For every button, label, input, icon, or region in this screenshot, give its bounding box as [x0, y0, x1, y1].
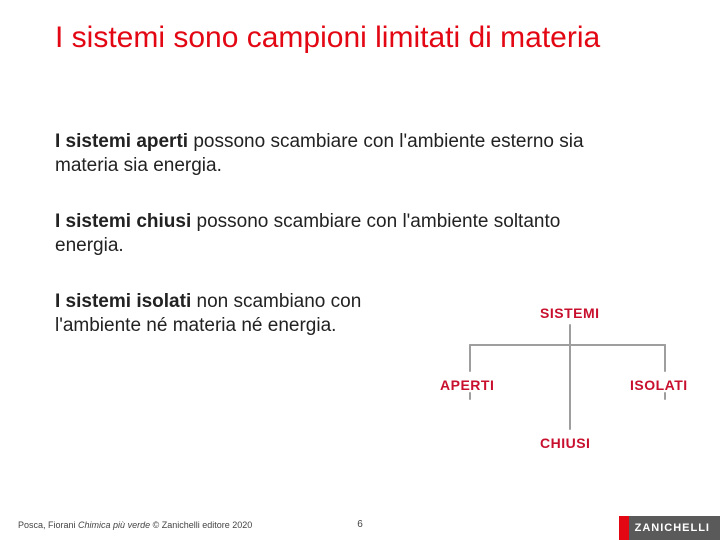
publisher-logo: ZANICHELLI	[619, 516, 720, 540]
footer-rest: © Zanichelli editore 2020	[153, 520, 253, 530]
diagram-left-label: APERTI	[440, 377, 494, 393]
footer-book-title: Chimica più verde	[78, 520, 150, 530]
paragraph-bold: I sistemi isolati	[55, 291, 191, 312]
paragraph-chiusi: I sistemi chiusi possono scambiare con l…	[55, 210, 615, 258]
footer-authors: Posca, Fiorani	[18, 520, 76, 530]
slide: I sistemi sono campioni limitati di mate…	[0, 0, 720, 540]
footer-citation: Posca, Fiorani Chimica più verde © Zanic…	[18, 520, 252, 530]
paragraph-aperti: I sistemi aperti possono scambiare con l…	[55, 130, 615, 178]
diagram-right-label: ISOLATI	[630, 377, 688, 393]
paragraph-isolati: I sistemi isolati non scambiano con l'am…	[55, 290, 395, 338]
systems-diagram: SISTEMI APERTI ISOLATI CHIUSI	[440, 305, 700, 455]
logo-text: ZANICHELLI	[629, 516, 720, 540]
slide-title: I sistemi sono campioni limitati di mate…	[55, 22, 665, 54]
page-number: 6	[357, 519, 363, 530]
logo-accent	[619, 516, 629, 540]
paragraph-bold: I sistemi aperti	[55, 131, 188, 152]
paragraph-bold: I sistemi chiusi	[55, 211, 191, 232]
diagram-bottom-label: CHIUSI	[540, 435, 590, 451]
diagram-root-label: SISTEMI	[540, 305, 600, 321]
